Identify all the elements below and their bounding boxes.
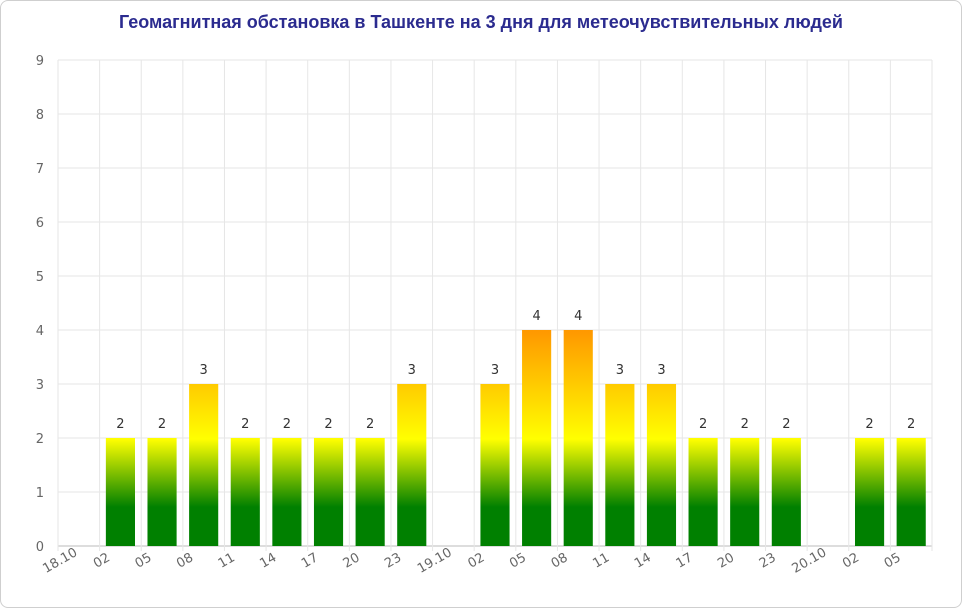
data-label: 2 xyxy=(283,417,291,432)
x-tick-label: 05 xyxy=(882,550,904,571)
bar xyxy=(646,384,677,546)
x-tick-label: 23 xyxy=(382,550,404,571)
x-tick-label: 05 xyxy=(507,550,529,571)
x-tick-label: 18.10 xyxy=(40,545,80,577)
data-labels: 2 2 3 2 2 2 2 3 3 4 4 3 3 2 2 2 2 2 xyxy=(116,309,915,432)
x-tick-label: 19.10 xyxy=(415,545,455,577)
x-axis: 18.10 02 05 08 11 14 17 20 23 19.10 02 05 08 11 14 17 20… xyxy=(40,545,903,577)
x-tick-label: 20 xyxy=(341,550,363,571)
bars xyxy=(105,330,926,546)
y-tick-label: 3 xyxy=(36,378,44,393)
data-label: 2 xyxy=(324,417,332,432)
x-tick-label: 14 xyxy=(257,550,279,571)
bar xyxy=(563,330,593,546)
bar xyxy=(147,438,177,546)
bar xyxy=(230,438,260,546)
bar xyxy=(189,384,219,546)
y-tick-label: 1 xyxy=(36,486,44,501)
data-label: 2 xyxy=(241,417,249,432)
y-axis: 0 1 2 3 4 5 6 7 8 9 xyxy=(36,54,44,555)
data-label: 2 xyxy=(907,417,915,432)
x-tick-label: 05 xyxy=(133,550,155,571)
data-label: 2 xyxy=(782,417,790,432)
data-label: 2 xyxy=(741,417,749,432)
data-label: 2 xyxy=(116,417,124,432)
x-tick-label: 08 xyxy=(174,550,196,571)
bar xyxy=(105,438,135,546)
y-tick-label: 4 xyxy=(36,324,44,339)
data-label: 2 xyxy=(366,417,374,432)
x-tick-label: 17 xyxy=(299,550,321,571)
bar xyxy=(730,438,760,546)
bar xyxy=(896,438,926,546)
y-tick-label: 9 xyxy=(36,54,44,69)
y-tick-label: 6 xyxy=(36,216,44,231)
y-tick-label: 8 xyxy=(36,108,44,123)
data-label: 3 xyxy=(616,363,624,378)
bar xyxy=(397,384,427,546)
x-tick-label: 11 xyxy=(590,550,612,571)
y-tick-label: 5 xyxy=(36,270,44,285)
bar xyxy=(355,438,385,546)
bar xyxy=(605,384,635,546)
bar xyxy=(688,438,718,546)
x-tick-label: 20 xyxy=(715,550,737,571)
data-label: 3 xyxy=(200,363,208,378)
x-tick-label: 02 xyxy=(91,550,113,571)
x-tick-label: 14 xyxy=(632,550,654,571)
data-label: 2 xyxy=(699,417,707,432)
x-tick-label: 17 xyxy=(674,550,696,571)
bar xyxy=(272,438,302,546)
y-tick-label: 7 xyxy=(36,162,44,177)
data-label: 3 xyxy=(657,363,665,378)
chart-title: Геомагнитная обстановка в Ташкенте на 3 … xyxy=(118,12,843,32)
data-label: 2 xyxy=(158,417,166,432)
x-tick-label: 23 xyxy=(757,550,779,571)
y-tick-label: 0 xyxy=(36,540,44,555)
x-tick-label: 08 xyxy=(549,550,571,571)
bar xyxy=(480,384,510,546)
x-tick-label: 02 xyxy=(840,550,862,571)
bar xyxy=(771,438,801,546)
bar xyxy=(522,330,552,546)
x-tick-label: 02 xyxy=(466,550,488,571)
x-tick-label: 11 xyxy=(216,550,238,571)
data-label: 3 xyxy=(491,363,499,378)
y-tick-label: 2 xyxy=(36,432,44,447)
data-label: 4 xyxy=(532,309,540,324)
bar xyxy=(313,438,344,546)
data-label: 2 xyxy=(865,417,873,432)
x-tick-label: 20.10 xyxy=(790,545,830,577)
data-label: 4 xyxy=(574,309,582,324)
bar xyxy=(855,438,885,546)
data-label: 3 xyxy=(408,363,416,378)
grid xyxy=(57,59,933,551)
